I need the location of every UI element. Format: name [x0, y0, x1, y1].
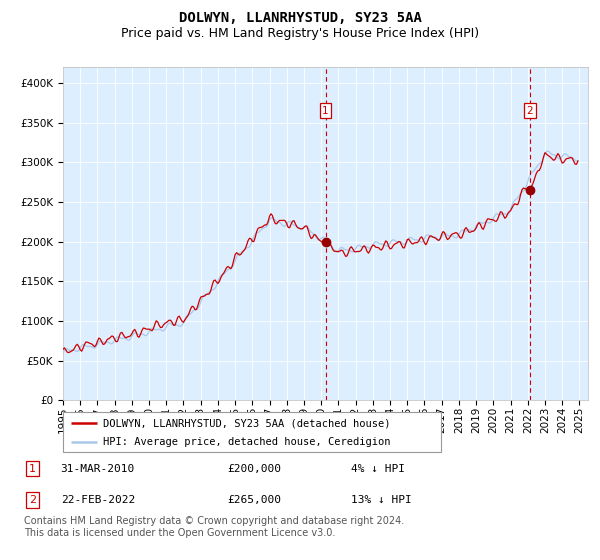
Text: 4% ↓ HPI: 4% ↓ HPI [351, 464, 405, 474]
Text: 1: 1 [322, 106, 329, 116]
Text: Contains HM Land Registry data © Crown copyright and database right 2024.
This d: Contains HM Land Registry data © Crown c… [24, 516, 404, 538]
Text: 2: 2 [29, 495, 36, 505]
Text: HPI: Average price, detached house, Ceredigion: HPI: Average price, detached house, Cere… [103, 437, 390, 446]
Text: 13% ↓ HPI: 13% ↓ HPI [351, 495, 412, 505]
Text: DOLWYN, LLANRHYSTUD, SY23 5AA: DOLWYN, LLANRHYSTUD, SY23 5AA [179, 11, 421, 25]
Text: 22-FEB-2022: 22-FEB-2022 [61, 495, 135, 505]
Text: 31-MAR-2010: 31-MAR-2010 [61, 464, 135, 474]
Text: DOLWYN, LLANRHYSTUD, SY23 5AA (detached house): DOLWYN, LLANRHYSTUD, SY23 5AA (detached … [103, 418, 390, 428]
Text: £200,000: £200,000 [227, 464, 281, 474]
Text: Price paid vs. HM Land Registry's House Price Index (HPI): Price paid vs. HM Land Registry's House … [121, 27, 479, 40]
Text: £265,000: £265,000 [227, 495, 281, 505]
Text: 2: 2 [527, 106, 533, 116]
Text: 1: 1 [29, 464, 36, 474]
